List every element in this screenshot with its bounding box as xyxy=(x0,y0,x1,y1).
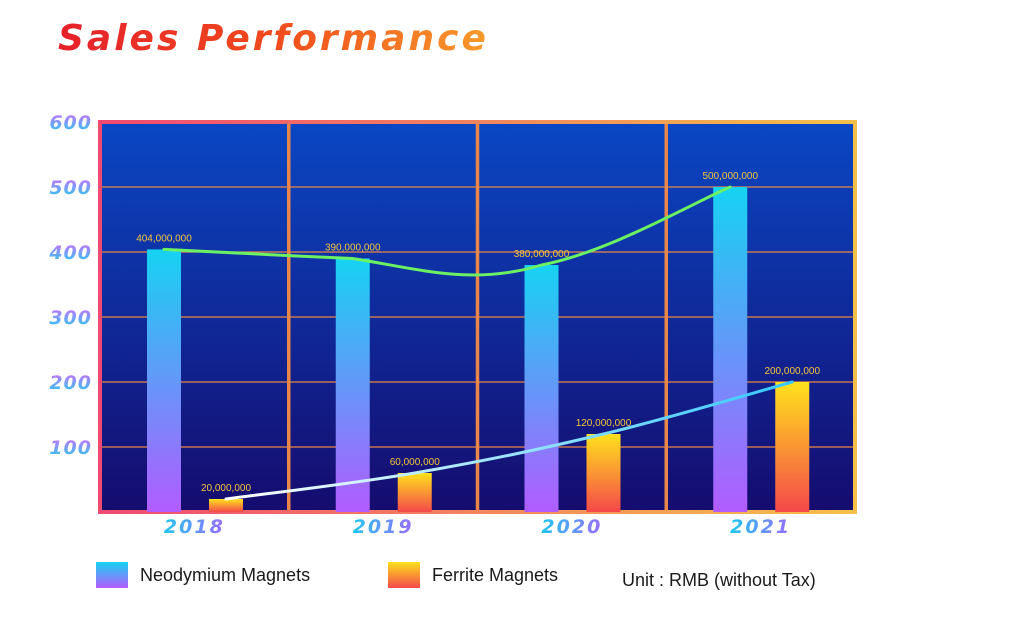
axis-ticks-group: 100 200 300 400 500 600 2018 2019 2020 2021 xyxy=(48,112,791,538)
trend-line-ferrite xyxy=(224,380,794,501)
y-tick-label-200: 200 xyxy=(49,372,92,394)
bar-ferrite-2019 xyxy=(397,473,432,512)
legend: Neodymium Magnets Ferrite Magnets Unit :… xyxy=(0,562,1024,602)
legend-item-ferrite: Ferrite Magnets xyxy=(388,562,558,588)
neodymium-swatch-icon xyxy=(96,562,128,588)
bar-ferrite-2020 xyxy=(586,434,621,512)
data-label-ferrite-2020: 120,000,000 xyxy=(576,418,632,429)
x-tick-label-2018: 2018 xyxy=(164,516,225,538)
unit-note: Unit : RMB (without Tax) xyxy=(622,570,816,590)
data-label-ferrite-2018: 20,000,000 xyxy=(201,483,251,494)
trend-lines-group xyxy=(162,185,794,501)
bar-neodymium-2019 xyxy=(335,258,370,512)
legend-label-neodymium: Neodymium Magnets xyxy=(140,564,311,585)
bar-neodymium-2018 xyxy=(147,249,181,512)
trend-line-neodymium xyxy=(162,185,732,277)
bars-group xyxy=(147,187,810,512)
bar-neodymium-2021 xyxy=(713,187,748,512)
bar-neodymium-2020 xyxy=(524,265,559,512)
legend-label-ferrite: Ferrite Magnets xyxy=(432,564,559,585)
plot-border xyxy=(98,120,857,514)
legend-item-neodymium: Neodymium Magnets xyxy=(96,562,310,588)
data-label-neodymium-2021: 500,000,000 xyxy=(702,171,758,182)
data-label-neodymium-2020: 380,000,000 xyxy=(514,249,570,260)
y-tick-label-300: 300 xyxy=(49,307,92,329)
data-label-ferrite-2021: 200,000,000 xyxy=(764,366,820,377)
bar-chart: 404,000,000 20,000,000 390,000,000 60,000,0… xyxy=(48,112,857,538)
ferrite-swatch-icon xyxy=(388,562,420,588)
data-label-neodymium-2018: 404,000,000 xyxy=(136,233,192,244)
y-tick-label-500: 500 xyxy=(49,177,92,199)
chart-title: Sales Performance xyxy=(58,18,489,59)
data-label-ferrite-2019: 60,000,000 xyxy=(390,457,440,468)
y-tick-label-400: 400 xyxy=(48,242,92,264)
x-tick-label-2019: 2019 xyxy=(353,516,414,538)
bar-ferrite-2021 xyxy=(775,382,810,512)
x-tick-label-2020: 2020 xyxy=(541,516,602,538)
data-label-neodymium-2019: 390,000,000 xyxy=(325,243,381,254)
y-tick-label-600: 600 xyxy=(49,112,92,134)
x-tick-label-2021: 2021 xyxy=(730,516,791,538)
bar-ferrite-2018 xyxy=(209,499,243,512)
data-labels-group: 404,000,000 20,000,000 390,000,000 60,000,0… xyxy=(136,171,820,494)
y-tick-label-100: 100 xyxy=(49,437,92,459)
